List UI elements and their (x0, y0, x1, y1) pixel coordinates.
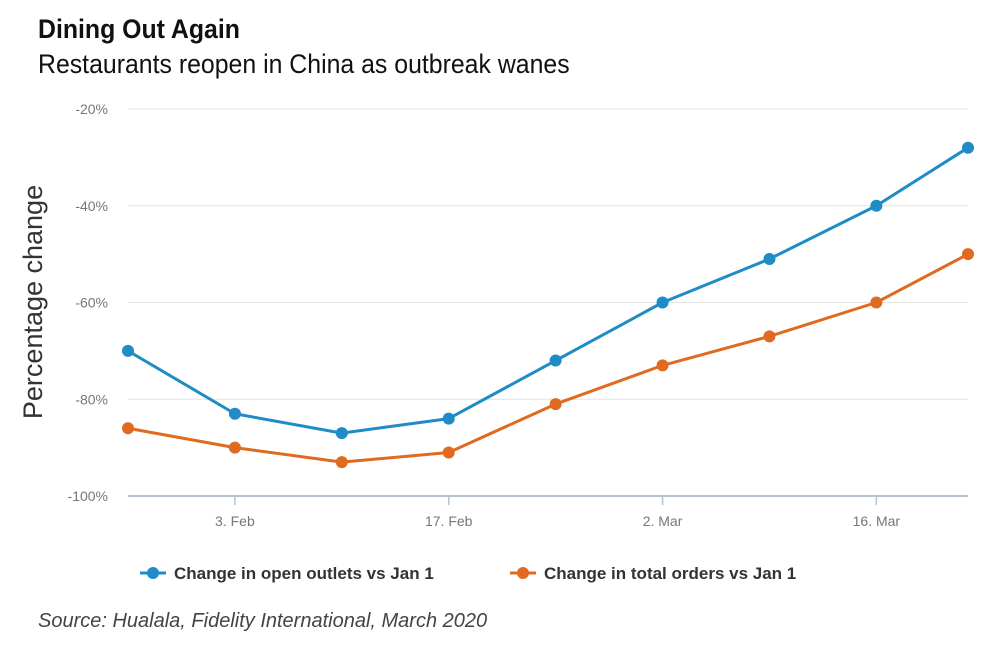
series-line-2 (127, 252, 969, 464)
y-axis-label: Percentage change (18, 185, 48, 419)
y-tick-label: -60% (75, 295, 108, 311)
series-point-1 (962, 141, 974, 154)
chart-subtitle: Restaurants reopen in China as outbreak … (38, 49, 570, 79)
series-line-1 (127, 146, 969, 435)
series-point-2 (656, 359, 669, 372)
legend: Change in open outlets vs Jan 1 Change in… (140, 564, 796, 583)
series-point-1 (122, 344, 134, 357)
series-point-2 (228, 441, 241, 454)
series-point-1 (656, 296, 669, 309)
x-tick-label: 3. Feb (215, 513, 255, 529)
series-point-1 (442, 412, 455, 425)
legend-swatch-marker (517, 567, 529, 579)
y-tick-label: -40% (75, 198, 108, 214)
y-tick-label: -100% (68, 488, 108, 504)
x-tick-label: 2. Mar (643, 513, 683, 529)
x-tick-label: 17. Feb (425, 513, 473, 529)
line-chart: -20% -40% -60% -80% -100% 3. Feb 17. Feb 2. Mar… (18, 101, 974, 583)
source-note: Source: Hualala, Fidelity International,… (38, 610, 488, 632)
series-point-2 (870, 296, 883, 309)
legend-label: Change in open outlets vs Jan 1 (174, 564, 434, 583)
x-tick-label: 16. Mar (853, 513, 901, 529)
series (122, 141, 974, 469)
series-point-2 (962, 248, 974, 261)
series-point-2 (122, 422, 134, 435)
y-tick-label: -20% (75, 101, 108, 117)
series-point-1 (549, 354, 562, 367)
axes: -20% -40% -60% -80% -100% 3. Feb 17. Feb 2. Mar… (68, 101, 968, 529)
series-point-1 (870, 199, 883, 212)
legend-swatch-marker (147, 567, 159, 579)
series-point-2 (335, 456, 348, 469)
series-point-1 (763, 252, 776, 265)
y-tick-label: -80% (75, 391, 108, 407)
series-point-2 (442, 446, 455, 459)
series-point-1 (335, 427, 348, 440)
gridlines (128, 108, 968, 400)
series-point-1 (228, 407, 241, 420)
chart-title: Dining Out Again (38, 14, 240, 44)
series-point-2 (549, 398, 562, 411)
legend-label: Change in total orders vs Jan 1 (544, 564, 796, 583)
series-point-2 (763, 330, 776, 343)
